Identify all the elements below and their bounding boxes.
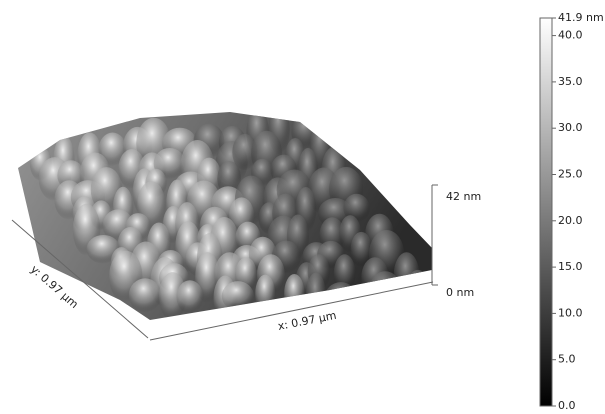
surface-peak bbox=[405, 270, 431, 317]
surface-peak bbox=[394, 252, 420, 298]
colorbar-tick-label: 10.0 bbox=[558, 306, 583, 319]
colorbar-tick-label: 0.0 bbox=[558, 399, 576, 412]
surface-peak bbox=[177, 280, 204, 313]
colorbar-tick-label: 5.0 bbox=[558, 353, 576, 366]
surface-peak bbox=[368, 271, 402, 316]
z-bottom-label: 0 nm bbox=[446, 286, 474, 299]
afm-figure: 42 nm 0 nm x: 0.97 µm y: 0.97 µm 41.9 nm… bbox=[0, 0, 605, 414]
surface-peak bbox=[129, 278, 162, 312]
colorbar bbox=[540, 18, 552, 406]
colorbar-tick-label: 41.9 nm bbox=[558, 11, 604, 24]
surface-peak bbox=[356, 281, 391, 314]
colorbar-tick-label: 35.0 bbox=[558, 75, 583, 88]
colorbar-tick-label: 20.0 bbox=[558, 214, 583, 227]
colorbar-tick-label: 25.0 bbox=[558, 167, 583, 180]
z-top-label: 42 nm bbox=[446, 190, 481, 203]
surface-peak bbox=[284, 274, 304, 314]
colorbar-tick-label: 30.0 bbox=[558, 121, 583, 134]
surface-peak bbox=[255, 275, 275, 314]
colorbar-tick-label: 40.0 bbox=[558, 29, 583, 42]
surface-peak bbox=[325, 282, 357, 312]
colorbar-tick-label: 15.0 bbox=[558, 260, 583, 273]
surface-peak bbox=[222, 281, 254, 311]
